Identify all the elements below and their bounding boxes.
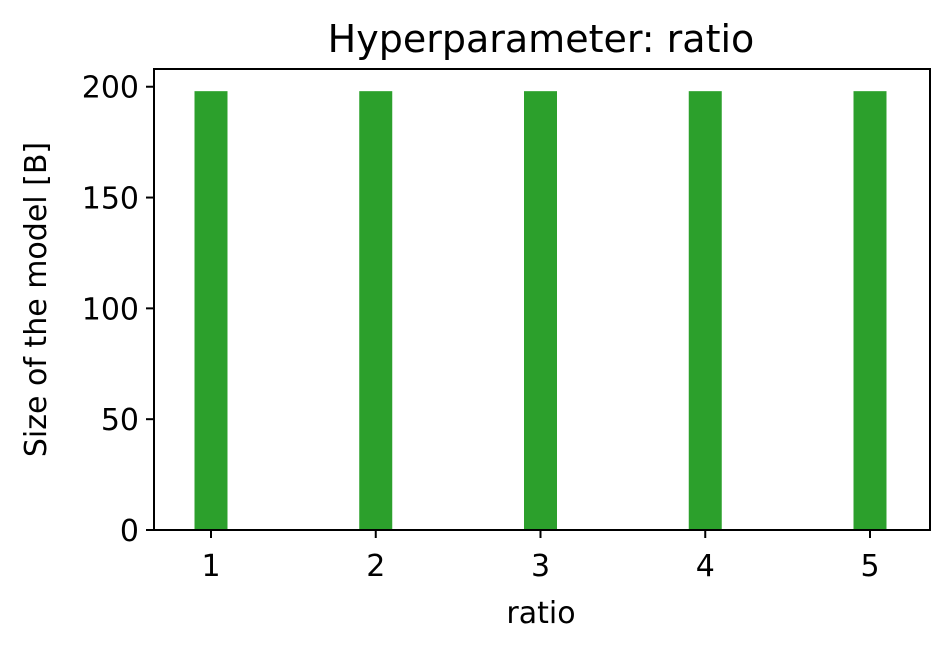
y-tick-label: 200 (82, 71, 139, 106)
plot-frame (153, 68, 931, 531)
bar-3 (524, 91, 557, 531)
y-tick-label: 50 (101, 403, 139, 438)
x-tick-label: 5 (860, 549, 879, 584)
x-tick-label: 3 (531, 549, 550, 584)
y-tick-label: 150 (82, 182, 139, 217)
y-tick-label: 0 (120, 514, 139, 549)
x-tick-label: 1 (201, 549, 220, 584)
x-tick-label: 2 (366, 549, 385, 584)
x-tick-label: 4 (696, 549, 715, 584)
y-axis: 0 50 100 150 200 (82, 71, 154, 549)
x-axis: 1 2 3 4 5 (201, 530, 880, 584)
bar-4 (688, 91, 722, 531)
bar-2 (359, 91, 393, 531)
bar-5 (853, 91, 887, 531)
chart-title: Hyperparameter: ratio (328, 17, 755, 61)
bars-layer (194, 91, 887, 531)
y-axis-label: Size of the model [B] (19, 142, 54, 457)
bar-1 (194, 91, 228, 531)
y-tick-label: 100 (82, 292, 139, 327)
x-axis-label: ratio (506, 596, 575, 631)
